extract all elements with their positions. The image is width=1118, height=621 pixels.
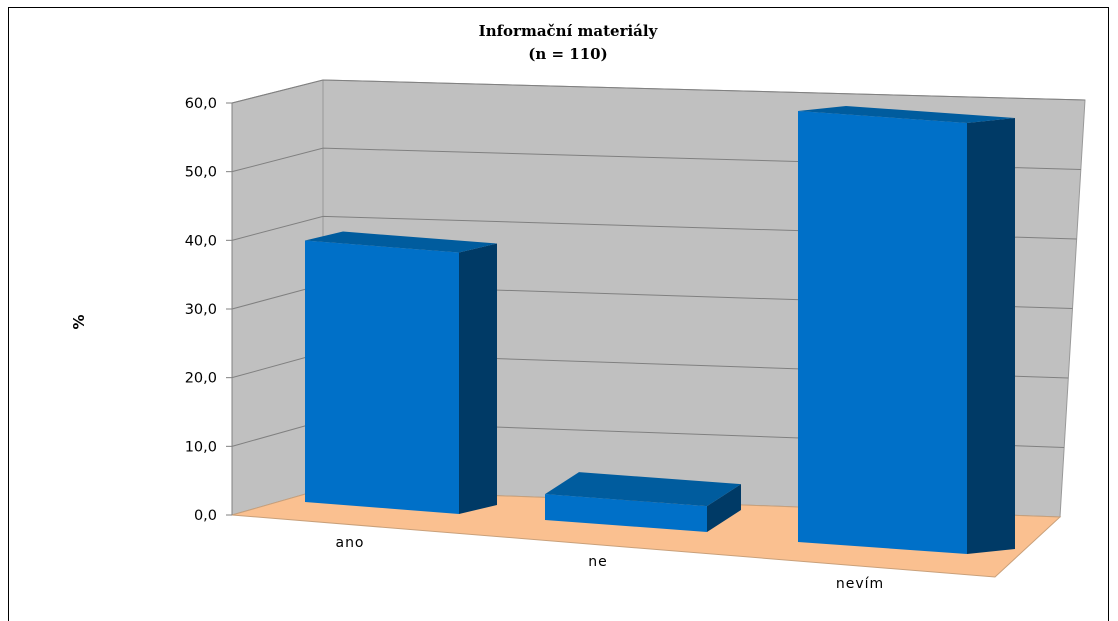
bar-side bbox=[459, 243, 497, 514]
gridline bbox=[231, 79, 1086, 104]
y-axis-label: % bbox=[70, 314, 88, 329]
bar-top bbox=[305, 231, 497, 253]
x-category-label: ano bbox=[335, 535, 364, 551]
y-tick-label: 20,0 bbox=[185, 371, 217, 387]
bar-top bbox=[798, 106, 1015, 123]
y-axis-ticks: 0,0 10,0 20,0 30,0 40,0 50,0 60,0 bbox=[185, 96, 233, 524]
bar-nevím bbox=[798, 106, 1015, 554]
y-tick-label: 30,0 bbox=[185, 302, 217, 318]
bar-ne bbox=[545, 472, 741, 532]
y-tick-label: 10,0 bbox=[185, 439, 217, 455]
bar-ano bbox=[305, 231, 497, 514]
y-tick-label: 40,0 bbox=[185, 233, 217, 249]
y-tick-label: 0,0 bbox=[194, 508, 217, 524]
bar-top bbox=[545, 472, 741, 507]
x-axis-categories: ano ne nevím bbox=[335, 535, 884, 592]
bar-front bbox=[305, 240, 459, 514]
bar-front bbox=[798, 111, 967, 554]
chart-subtitle: (n = 110) bbox=[528, 45, 607, 63]
bars bbox=[305, 106, 1015, 554]
y-tick-label: 50,0 bbox=[185, 165, 217, 181]
x-category-label: nevím bbox=[836, 576, 884, 592]
chart-title: Informační materiály bbox=[479, 22, 659, 40]
x-category-label: ne bbox=[588, 554, 608, 570]
bar-side bbox=[707, 484, 741, 532]
bar-side bbox=[967, 118, 1015, 554]
bar-front bbox=[545, 494, 707, 532]
y-tick-label: 60,0 bbox=[185, 96, 217, 112]
